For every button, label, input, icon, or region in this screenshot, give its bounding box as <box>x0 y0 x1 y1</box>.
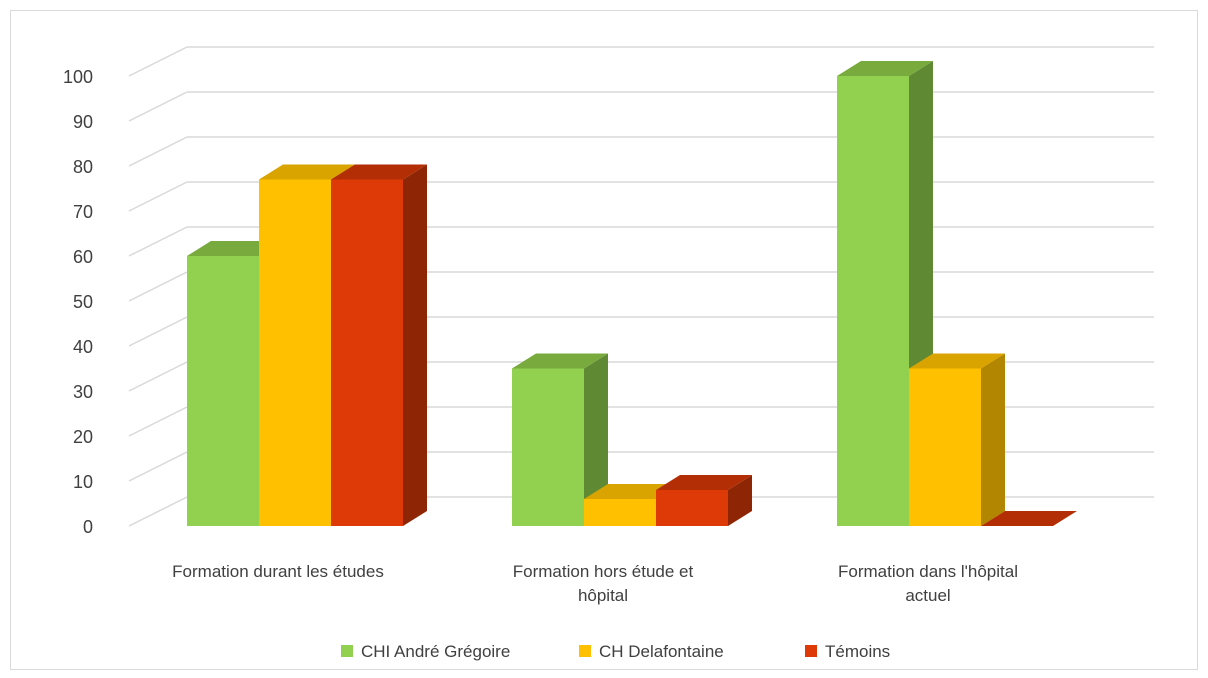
bar-front <box>187 256 259 526</box>
gridline-diagonal <box>128 316 188 347</box>
gridline-diagonal <box>128 451 188 482</box>
gridline-diagonal <box>128 226 188 257</box>
legend-swatch <box>341 645 353 657</box>
legend-label: CH Delafontaine <box>599 642 724 661</box>
bars <box>187 61 1077 526</box>
legend: CHI André Grégoire CH Delafontaine Témoins <box>341 642 890 661</box>
bar-front <box>584 499 656 526</box>
gridline-diagonal <box>128 496 188 527</box>
legend-label: Témoins <box>825 642 890 661</box>
bar-front <box>259 179 331 526</box>
bar-side <box>728 475 752 526</box>
bar <box>909 353 1005 526</box>
y-tick-label: 10 <box>73 472 93 492</box>
bar-side <box>403 164 427 526</box>
bar-top <box>981 511 1077 526</box>
bar <box>981 511 1077 526</box>
y-tick-label: 0 <box>83 517 93 537</box>
bar-top <box>909 353 1005 369</box>
category-label: Formation hors étude et hôpital <box>513 562 694 605</box>
y-tick-label: 90 <box>73 112 93 132</box>
legend-swatch <box>805 645 817 657</box>
legend-item: CHI André Grégoire <box>341 642 510 661</box>
bar-front <box>512 368 584 526</box>
bar-front <box>837 76 909 526</box>
bar-top <box>656 475 752 490</box>
legend-item: Témoins <box>805 642 890 661</box>
bar <box>512 353 608 526</box>
legend-label: CHI André Grégoire <box>361 642 510 661</box>
y-axis-ticks: 0 10 20 30 40 50 60 70 80 90 100 <box>63 67 93 537</box>
legend-swatch <box>579 645 591 657</box>
x-axis-categories: Formation durant les études Formation hor… <box>172 562 1018 605</box>
bar <box>331 164 427 526</box>
y-tick-label: 40 <box>73 337 93 357</box>
legend-item: CH Delafontaine <box>579 642 724 661</box>
bar-side <box>584 353 608 526</box>
gridline-diagonal <box>128 271 188 302</box>
bar-chart: 0 10 20 30 40 50 60 70 80 90 100 Formation durant … <box>63 46 1154 661</box>
gridline-diagonal <box>128 181 188 212</box>
chart-frame: 0 10 20 30 40 50 60 70 80 90 100 Formation durant … <box>10 10 1198 670</box>
bar-front <box>656 490 728 526</box>
bar-front <box>331 179 403 526</box>
gridline-diagonal <box>128 406 188 437</box>
y-tick-label: 80 <box>73 157 93 177</box>
bar-top <box>259 164 355 180</box>
bar-front <box>909 368 981 526</box>
bar-top <box>512 353 608 369</box>
y-tick-label: 20 <box>73 427 93 447</box>
y-tick-label: 60 <box>73 247 93 267</box>
y-tick-label: 50 <box>73 292 93 312</box>
bar-top <box>837 61 933 76</box>
bar <box>656 475 752 526</box>
gridline-diagonal <box>128 91 188 122</box>
gridline-diagonal <box>128 136 188 167</box>
gridline-diagonal <box>128 46 188 77</box>
bar-side <box>981 353 1005 526</box>
bar-top <box>331 164 427 180</box>
gridline-diagonal <box>128 361 188 392</box>
category-label: Formation durant les études <box>172 562 384 581</box>
category-label: Formation dans l'hôpital actuel <box>838 562 1018 605</box>
bar <box>837 61 933 526</box>
y-tick-label: 100 <box>63 67 93 87</box>
y-tick-label: 30 <box>73 382 93 402</box>
y-tick-label: 70 <box>73 202 93 222</box>
